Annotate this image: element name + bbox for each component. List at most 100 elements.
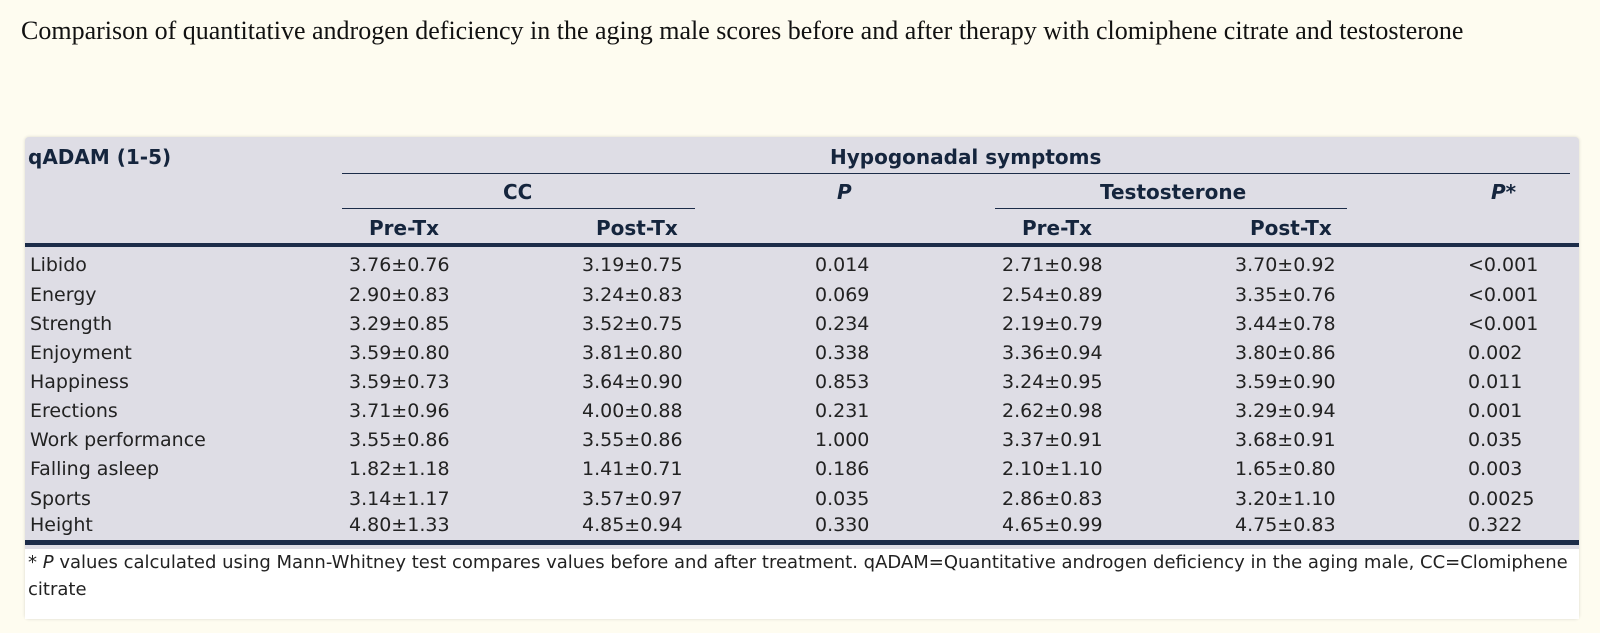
- cc-post-cell: 3.64±0.90: [582, 371, 683, 393]
- testosterone-header: Testosterone: [1100, 180, 1247, 204]
- cc-post-cell: 3.24±0.83: [582, 284, 683, 306]
- cc-post-cell: 3.57±0.97: [582, 488, 683, 510]
- table-row: Enjoyment 3.59±0.80 3.81±0.80 0.338 3.36±0.9…: [25, 339, 1579, 368]
- p-cell: 0.014: [815, 254, 870, 276]
- cc-pre-cell: 1.82±1.18: [349, 458, 450, 480]
- table-row: Falling asleep 1.82±1.18 1.41±0.71 0.186 2.1…: [25, 455, 1579, 484]
- p-star-cell: 0.322: [1468, 514, 1523, 536]
- p-star-cell: <0.001: [1468, 313, 1539, 335]
- pstar-header: P*: [1491, 180, 1517, 204]
- row-item-label: Energy: [30, 284, 97, 306]
- cc-pre-cell: 3.55±0.86: [349, 429, 450, 451]
- footnote-text: values calculated using Mann-Whitney tes…: [28, 552, 1568, 600]
- cc-post-cell: 3.19±0.75: [582, 254, 683, 276]
- cc-pre-cell: 4.80±1.33: [349, 514, 450, 536]
- row-item-label: Falling asleep: [30, 458, 160, 480]
- t-post-cell: 3.20±1.10: [1235, 488, 1336, 510]
- table-row: Energy 2.90±0.83 3.24±0.83 0.069 2.54±0.89 3.…: [25, 281, 1579, 310]
- cc-post-cell: 4.00±0.88: [582, 400, 683, 422]
- p-cell: 1.000: [815, 429, 870, 451]
- t-pre-cell: 3.24±0.95: [1002, 371, 1103, 393]
- p-star-cell: <0.001: [1468, 254, 1539, 276]
- cc-rule: [342, 208, 695, 209]
- p-cell: 0.069: [815, 284, 870, 306]
- table-row: Height 4.80±1.33 4.85±0.94 0.330 4.65±0.99 4.…: [25, 511, 1579, 540]
- testosterone-rule: [995, 208, 1347, 209]
- p-star-cell: <0.001: [1468, 284, 1539, 306]
- t-post-cell: 3.35±0.76: [1235, 284, 1336, 306]
- cc-pre-cell: 3.59±0.73: [349, 371, 450, 393]
- t-post-cell: 3.44±0.78: [1235, 313, 1336, 335]
- table-row: Sports 3.14±1.17 3.57±0.97 0.035 2.86±0.83 3.…: [25, 485, 1579, 514]
- row-item-label: Happiness: [30, 371, 129, 393]
- cc-post-cell: 3.55±0.86: [582, 429, 683, 451]
- table-row: Erections 3.71±0.96 4.00±0.88 0.231 2.62±0.9…: [25, 397, 1579, 426]
- table-row: Happiness 3.59±0.73 3.64±0.90 0.853 3.24±0.9…: [25, 368, 1579, 397]
- table-row: Libido 3.76±0.76 3.19±0.75 0.014 2.71±0.98 3.…: [25, 251, 1579, 280]
- t-post-cell: 3.70±0.92: [1235, 254, 1336, 276]
- t-post-cell: 3.29±0.94: [1235, 400, 1336, 422]
- p-cell: 0.853: [815, 371, 870, 393]
- row-item-label: Libido: [30, 254, 87, 276]
- group-rule: [342, 173, 1570, 174]
- table-caption: Comparison of quantitative androgen defi…: [21, 16, 1464, 45]
- t-post-cell: 3.80±0.86: [1235, 342, 1336, 364]
- cc-pre-cell: 2.90±0.83: [349, 284, 450, 306]
- cc-post-cell: 3.52±0.75: [582, 313, 683, 335]
- t-pre-cell: 2.62±0.98: [1002, 400, 1103, 422]
- t-pre-cell: 2.86±0.83: [1002, 488, 1103, 510]
- t-pre-cell: 3.37±0.91: [1002, 429, 1103, 451]
- t-pre-cell: 3.36±0.94: [1002, 342, 1103, 364]
- data-table: qADAM (1-5) Hypogonadal symptoms CC P Te…: [25, 137, 1579, 619]
- p-cell: 0.231: [815, 400, 870, 422]
- t-post-header: Post-Tx: [1250, 216, 1332, 240]
- p-cell: 0.234: [815, 313, 870, 335]
- body-divider: [25, 540, 1579, 545]
- table-footnote: * P values calculated using Mann-Whitney…: [25, 549, 1579, 619]
- t-pre-header: Pre-Tx: [1022, 216, 1092, 240]
- cc-post-cell: 1.41±0.71: [582, 458, 683, 480]
- p-cell: 0.330: [815, 514, 870, 536]
- t-pre-cell: 2.54±0.89: [1002, 284, 1103, 306]
- cc-pre-cell: 3.71±0.96: [349, 400, 450, 422]
- footnote-star: *: [28, 552, 37, 573]
- cc-pre-cell: 3.76±0.76: [349, 254, 450, 276]
- group-header: Hypogonadal symptoms: [830, 145, 1102, 169]
- cc-pre-cell: 3.14±1.17: [349, 488, 450, 510]
- row-item-label: Height: [30, 514, 93, 536]
- p-star-cell: 0.002: [1468, 342, 1523, 364]
- row-item-label: Sports: [30, 488, 91, 510]
- t-pre-cell: 4.65±0.99: [1002, 514, 1103, 536]
- cc-post-header: Post-Tx: [596, 216, 678, 240]
- t-pre-cell: 2.71±0.98: [1002, 254, 1103, 276]
- p-cell: 0.035: [815, 488, 870, 510]
- cc-header: CC: [503, 180, 533, 204]
- cc-post-cell: 3.81±0.80: [582, 342, 683, 364]
- t-pre-cell: 2.10±1.10: [1002, 458, 1103, 480]
- p-star-cell: 0.0025: [1468, 488, 1535, 510]
- t-pre-cell: 2.19±0.79: [1002, 313, 1103, 335]
- t-post-cell: 3.59±0.90: [1235, 371, 1336, 393]
- p-cell: 0.186: [815, 458, 870, 480]
- row-item-label: Work performance: [30, 429, 206, 451]
- cc-post-cell: 4.85±0.94: [582, 514, 683, 536]
- row-item-label: Erections: [30, 400, 118, 422]
- p-star-cell: 0.011: [1468, 371, 1523, 393]
- p-cell: 0.338: [815, 342, 870, 364]
- p-star-cell: 0.035: [1468, 429, 1523, 451]
- p-star-cell: 0.003: [1468, 458, 1523, 480]
- footnote-p: P: [42, 552, 54, 573]
- t-post-cell: 4.75±0.83: [1235, 514, 1336, 536]
- row-item-label: Strength: [30, 313, 113, 335]
- table-row: Work performance 3.55±0.86 3.55±0.86 1.000 3…: [25, 426, 1579, 455]
- cc-pre-cell: 3.29±0.85: [349, 313, 450, 335]
- header-divider: [25, 243, 1579, 247]
- cc-pre-cell: 3.59±0.80: [349, 342, 450, 364]
- t-post-cell: 1.65±0.80: [1235, 458, 1336, 480]
- p-star-cell: 0.001: [1468, 400, 1523, 422]
- table-row: Strength 3.29±0.85 3.52±0.75 0.234 2.19±0.79…: [25, 310, 1579, 339]
- row-item-label: Enjoyment: [30, 342, 132, 364]
- cc-pre-header: Pre-Tx: [369, 216, 439, 240]
- t-post-cell: 3.68±0.91: [1235, 429, 1336, 451]
- p-header: P: [837, 180, 852, 204]
